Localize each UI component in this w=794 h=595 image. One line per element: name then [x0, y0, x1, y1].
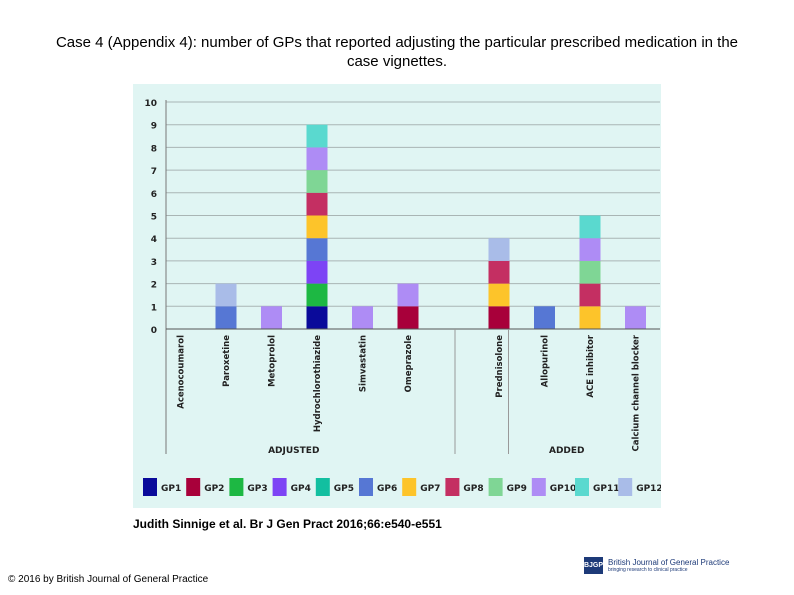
legend-swatch-gp1 — [143, 478, 157, 496]
legend-swatch-gp9 — [488, 478, 503, 496]
legend-label: GP10 — [550, 484, 577, 494]
bar-segment-gp7 — [306, 215, 328, 239]
bar-segment-gp2 — [488, 306, 510, 329]
citation: Judith Sinnige et al. Br J Gen Pract 201… — [133, 517, 442, 531]
legend-swatch-gp11 — [575, 478, 589, 496]
bar-segment-gp7 — [579, 306, 601, 329]
bar-segment-gp2 — [397, 306, 419, 329]
legend-label: GP8 — [463, 484, 483, 494]
x-tick-label: Prednisolone — [495, 335, 505, 398]
legend-swatch-gp2 — [186, 478, 201, 496]
legend-label: GP1 — [161, 484, 181, 494]
bar-segment-gp6 — [306, 238, 328, 261]
x-tick-label: Acenocoumarol — [177, 335, 187, 409]
legend-label: GP3 — [247, 484, 267, 494]
bar-segment-gp6 — [534, 306, 555, 329]
y-tick-label: 6 — [151, 190, 157, 200]
x-tick-label: Hydrochlorothiazide — [313, 335, 323, 432]
legend-swatch-gp7 — [402, 478, 417, 496]
legend-label: GP6 — [377, 484, 397, 494]
x-tick-label: Simvastatin — [359, 335, 369, 392]
y-tick-label: 3 — [151, 258, 157, 268]
logo-tagline: bringing research to clinical practice — [608, 567, 688, 573]
bar-segment-gp8 — [306, 192, 328, 216]
bar-segment-gp7 — [488, 283, 510, 307]
y-tick-label: 7 — [151, 167, 157, 177]
group-label: ADJUSTED — [268, 446, 319, 456]
logo-name: British Journal of General Practice — [608, 558, 730, 567]
legend-swatch-gp10 — [531, 478, 546, 496]
bar-segment-gp10 — [397, 283, 419, 307]
legend-label: GP12 — [636, 484, 661, 494]
y-tick-label: 2 — [151, 281, 157, 291]
x-tick-label: Calcium channel blocker — [632, 334, 642, 451]
x-tick-label: ACE inhibitor — [586, 334, 596, 397]
legend-label: GP11 — [593, 484, 620, 494]
bar-segment-gp10 — [261, 306, 282, 329]
legend-label: GP5 — [334, 484, 354, 494]
y-tick-label: 4 — [151, 235, 157, 245]
legend-swatch-gp3 — [229, 478, 244, 496]
bar-segment-gp10 — [579, 238, 601, 261]
bar-segment-gp9 — [579, 260, 601, 284]
legend-swatch-gp4 — [272, 478, 287, 496]
x-tick-label: Metoprolol — [268, 335, 278, 387]
bar-segment-gp6 — [215, 306, 237, 329]
bar-segment-gp11 — [306, 124, 328, 148]
bjgp-logo: BJGP British Journal of General Practice… — [584, 557, 729, 574]
bar-segment-gp12 — [215, 283, 237, 307]
bar-segment-gp9 — [306, 170, 328, 193]
y-tick-label: 8 — [151, 144, 157, 154]
y-tick-label: 9 — [151, 122, 157, 132]
y-tick-label: 10 — [144, 99, 157, 109]
bar-segment-gp10 — [625, 306, 646, 329]
bar-segment-gp11 — [579, 215, 601, 239]
group-label: ADDED — [549, 446, 585, 456]
bar-segment-gp10 — [306, 147, 328, 171]
legend-label: GP9 — [507, 484, 527, 494]
x-tick-label: Omeprazole — [404, 335, 414, 393]
y-tick-label: 5 — [151, 213, 157, 223]
bar-segment-gp3 — [306, 283, 328, 307]
legend-label: GP2 — [204, 484, 224, 494]
logo-mark: BJGP — [584, 557, 603, 574]
copyright: © 2016 by British Journal of General Pra… — [8, 574, 209, 585]
bar-segment-gp12 — [488, 238, 510, 261]
bar-segment-gp4 — [306, 260, 328, 284]
legend-label: GP4 — [291, 484, 311, 494]
legend-swatch-gp12 — [618, 478, 633, 496]
bar-segment-gp1 — [306, 306, 328, 329]
bar-segment-gp8 — [488, 260, 510, 284]
bar-segment-gp10 — [352, 306, 373, 329]
stacked-bar-chart: 0 1 2 3 4 5 6 7 8 9 10 Acenocoumarol Paroxetine Metop… — [133, 84, 661, 508]
x-tick-label: Paroxetine — [222, 335, 232, 387]
legend-swatch-gp5 — [315, 478, 330, 496]
slide-title: Case 4 (Appendix 4): number of GPs that … — [55, 34, 739, 70]
y-tick-label: 0 — [151, 326, 157, 336]
legend-label: GP7 — [420, 484, 440, 494]
legend-swatch-gp6 — [359, 478, 373, 496]
x-tick-label: Allopurinol — [541, 335, 551, 387]
bar-segment-gp8 — [579, 283, 601, 307]
legend-swatch-gp8 — [445, 478, 460, 496]
y-tick-label: 1 — [151, 303, 157, 313]
